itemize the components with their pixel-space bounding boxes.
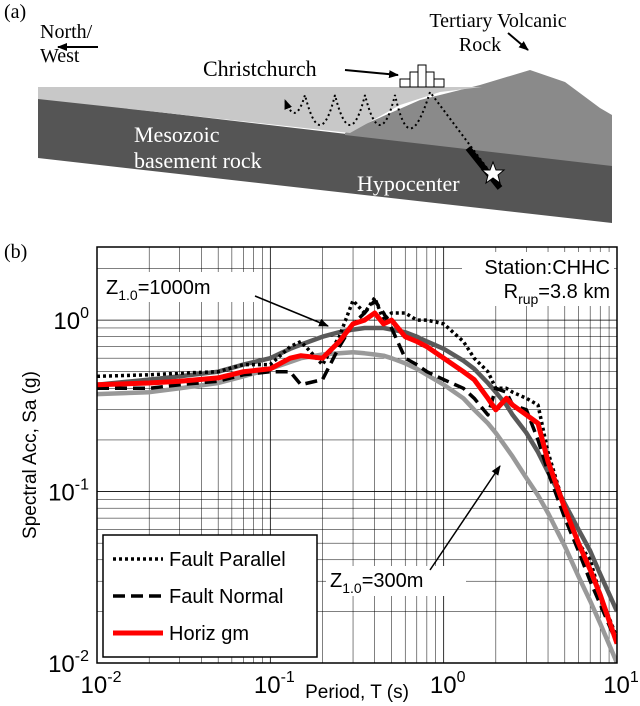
curve-annotation: Z1.0=300m bbox=[330, 570, 423, 596]
tick-exponent: 1 bbox=[630, 669, 639, 686]
sediment-layer bbox=[38, 87, 482, 133]
label-main: Z bbox=[330, 570, 342, 592]
fault bbox=[465, 146, 503, 190]
x-tick-label: 10-2 bbox=[81, 669, 122, 699]
tick-base: 10 bbox=[48, 480, 75, 507]
tick-base: 10 bbox=[48, 651, 75, 678]
annotation-arrow bbox=[429, 465, 501, 571]
series-line bbox=[97, 310, 617, 645]
lines bbox=[97, 296, 617, 663]
y-tick-label: 100 bbox=[53, 305, 89, 335]
tick-exponent: -1 bbox=[75, 477, 89, 494]
y-axis-label: Spectral Acc, Sa (g) bbox=[20, 371, 41, 539]
tick-base: 10 bbox=[430, 672, 457, 699]
legend-label: Fault Parallel bbox=[169, 549, 286, 571]
annotation-arrow bbox=[254, 295, 329, 327]
label-sub: 1.0 bbox=[342, 580, 362, 596]
volcanic-arrow bbox=[507, 32, 529, 51]
tick-base: 10 bbox=[254, 672, 281, 699]
x-axis-label: Period, T (s) bbox=[305, 682, 409, 703]
tick-base: 10 bbox=[53, 308, 80, 335]
station-bg bbox=[462, 252, 614, 306]
annotation-bg bbox=[326, 566, 466, 596]
city-label: Christchurch bbox=[203, 56, 317, 81]
y-tick-label: 10-1 bbox=[48, 477, 89, 507]
label-sub: rup bbox=[518, 291, 538, 307]
station-label: Station:CHHC bbox=[484, 257, 610, 279]
basement-layer bbox=[38, 98, 612, 223]
city-arrow bbox=[344, 69, 399, 79]
label-suffix: =1000m bbox=[138, 277, 211, 299]
diagram: (a) North/ West Tertiary Volcanic Rock C… bbox=[4, 1, 612, 223]
label-main: R bbox=[504, 281, 518, 303]
direction-label: West bbox=[40, 45, 80, 67]
distance-label: Rrup=3.8 km bbox=[504, 281, 610, 307]
volcanic-layer bbox=[345, 70, 612, 166]
direction-label: North/ bbox=[40, 21, 93, 43]
panel-label: (b) bbox=[4, 241, 27, 263]
legend-label: Fault Normal bbox=[169, 586, 283, 608]
chart: 10-2 10-1 100 10110-210-1100Z1.0=1000mZ1.0=… bbox=[20, 246, 639, 703]
series-line bbox=[97, 296, 617, 639]
label-suffix: =3.8 km bbox=[538, 281, 610, 303]
plot-frame bbox=[96, 246, 618, 664]
label-suffix: =300m bbox=[362, 570, 424, 592]
tick-base: 10 bbox=[81, 672, 108, 699]
series-line bbox=[97, 298, 617, 645]
tick-exponent: -2 bbox=[107, 669, 121, 686]
x-tick-label: 10-1 bbox=[254, 669, 295, 699]
panel-label: (a) bbox=[4, 1, 26, 23]
tick-exponent: -1 bbox=[281, 669, 295, 686]
x-tick-label: 100 bbox=[430, 669, 466, 699]
tick-base: 10 bbox=[603, 672, 630, 699]
basement-label: basement rock bbox=[134, 148, 262, 173]
tick-exponent: -2 bbox=[75, 648, 89, 665]
volcanic-label: Tertiary Volcanic bbox=[429, 10, 566, 32]
legend-label: Horiz gm bbox=[169, 623, 249, 645]
hypocenter-star bbox=[480, 160, 506, 185]
tick-exponent: 0 bbox=[80, 305, 89, 322]
city-icon bbox=[399, 64, 445, 88]
y-tick-label: 10-2 bbox=[48, 648, 89, 678]
basement-label: Mesozoic bbox=[134, 122, 220, 147]
x-tick-label: 101 bbox=[603, 669, 639, 699]
tick-exponent: 0 bbox=[457, 669, 466, 686]
annotation-bg bbox=[102, 272, 260, 302]
curve-annotation: Z1.0=1000m bbox=[106, 277, 211, 303]
label-sub: 1.0 bbox=[118, 287, 138, 303]
label-main: Z bbox=[106, 277, 118, 299]
volcanic-label: Rock bbox=[459, 34, 501, 56]
hypocenter-label: Hypocenter bbox=[357, 171, 460, 196]
